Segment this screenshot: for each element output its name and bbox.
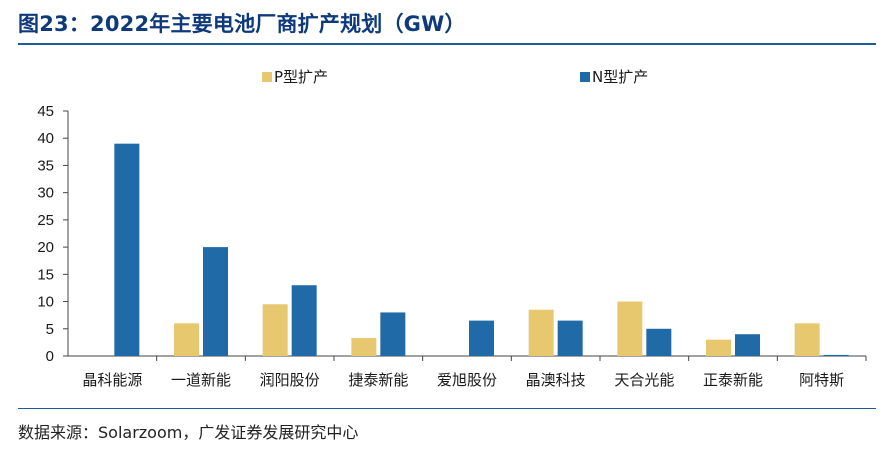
chart-legend: P型扩产 N型扩产 [262,68,648,86]
legend-label: N型扩产 [592,68,648,86]
y-tick-label: 0 [46,348,54,365]
bar-p-type [528,309,554,356]
y-tick-label: 30 [37,185,54,202]
legend-swatch [580,72,590,82]
chart-axes: 0 5 10 15 20 25 30 35 40 45 [37,103,867,365]
y-tick-label: 5 [46,321,54,338]
bar-n-type [469,320,494,356]
title-divider [18,43,876,45]
y-tick-label: 10 [37,294,54,311]
x-tick-label: 晶澳科技 [526,371,586,389]
y-tick-label: 35 [37,157,54,174]
y-tick-label: 40 [37,130,54,147]
y-tick-label: 15 [37,266,54,283]
bar-n-type [557,320,583,356]
bar-n-type [114,143,140,356]
y-tick-label: 25 [37,212,54,229]
bar-p-type [794,323,820,356]
footer-divider [18,408,876,409]
page-title: 图23：2022年主要电池厂商扩产规划（GW） [18,12,466,36]
bar-p-type [706,339,731,356]
y-tick-label: 45 [37,103,54,120]
bar-p-type [617,301,643,356]
x-tick-label: 天合光能 [614,371,674,389]
bar-n-type [380,312,406,356]
bar-n-type [823,354,849,356]
legend-label: P型扩产 [274,68,328,86]
category-labels: 晶科能源 一道新能 润阳股份 捷泰新能 爱旭股份 晶澳科技 天合光能 正泰新能 阿特斯 [82,371,844,389]
bar-p-type [262,304,288,356]
x-tick-label: 润阳股份 [260,371,320,389]
x-tick-label: 晶科能源 [82,371,142,389]
chart-bars [114,143,849,356]
bar-n-type [735,334,760,356]
x-tick-label: 爱旭股份 [437,371,497,389]
x-tick-label: 一道新能 [171,371,231,389]
bar-p-type [351,338,377,356]
x-tick-label: 捷泰新能 [348,371,408,389]
bar-n-type [203,247,228,356]
legend-swatch [262,72,272,82]
x-tick-label: 阿特斯 [799,371,844,389]
x-tick-label: 正泰新能 [703,371,763,389]
bar-n-type [291,285,317,356]
source-note: 数据来源：Solarzoom，广发证券发展研究中心 [18,423,359,442]
bar-n-type [646,328,672,356]
y-tick-label: 20 [37,239,54,256]
bar-p-type [174,323,199,356]
